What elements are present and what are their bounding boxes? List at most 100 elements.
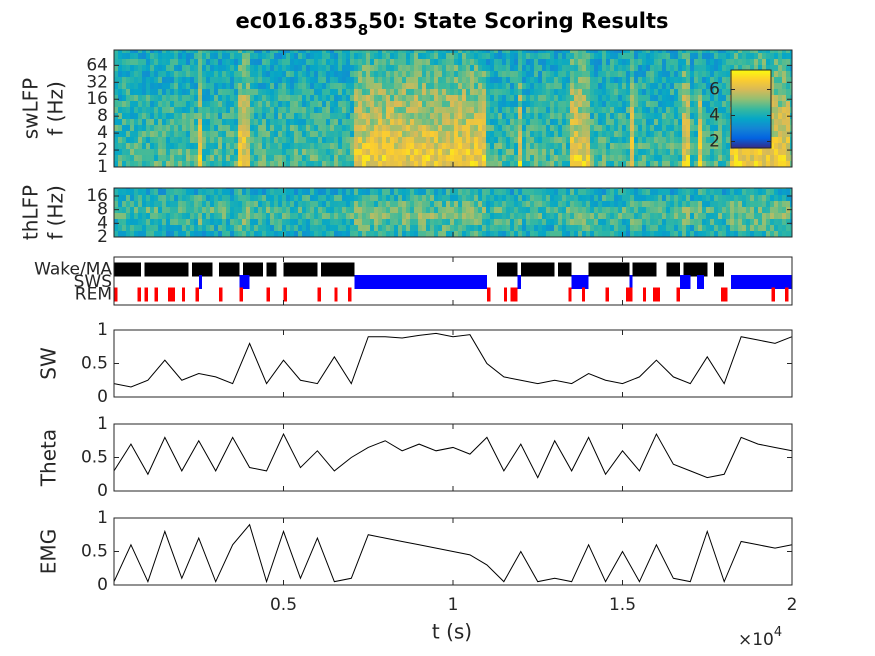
spectrogram-cell (210, 101, 214, 107)
spectrogram-cell (354, 231, 358, 237)
spectrogram-cell (190, 137, 194, 143)
spectrogram-cell (146, 107, 150, 113)
spectrogram-cell (486, 71, 490, 77)
spectrogram-cell (626, 201, 630, 207)
spectrogram-cell (458, 231, 462, 237)
spectrogram-cell (346, 89, 350, 95)
spectrogram-cell (342, 71, 346, 77)
spectrogram-cell (578, 219, 582, 225)
spectrogram-cell (542, 201, 546, 207)
spectrogram-cell (398, 119, 402, 125)
spectrogram-cell (606, 195, 610, 201)
spectrogram-cell (158, 53, 162, 59)
spectrogram-cell (182, 131, 186, 137)
spectrogram-cell (446, 189, 450, 195)
spectrogram-cell (378, 83, 382, 89)
spectrogram-cell (442, 131, 446, 137)
spectrogram-cell (342, 50, 346, 53)
spectrogram-cell (714, 119, 718, 125)
spectrogram-cell (286, 137, 290, 143)
spectrogram-cell (526, 149, 530, 155)
spectrogram-cell (386, 119, 390, 125)
spectrogram-cell (318, 125, 322, 131)
spectrogram-cell (178, 219, 182, 225)
spectrogram-cell (114, 149, 118, 155)
spectrogram-cell (282, 113, 286, 119)
spectrogram-cell (134, 50, 138, 53)
spectrogram-cell (754, 219, 758, 225)
spectrogram-cell (594, 137, 598, 143)
spectrogram-cell (714, 131, 718, 137)
spectrogram-cell (578, 101, 582, 107)
spectrogram-cell (214, 95, 218, 101)
spectrogram-cell (334, 225, 338, 231)
spectrogram-cell (342, 113, 346, 119)
spectrogram-cell (618, 149, 622, 155)
spectrogram-cell (462, 101, 466, 107)
spectrogram-cell (714, 83, 718, 89)
spectrogram-cell (410, 53, 414, 59)
spectrogram-cell (258, 50, 262, 53)
spectrogram-cell (618, 59, 622, 65)
spectrogram-cell (338, 149, 342, 155)
spectrogram-cell (622, 50, 626, 53)
spectrogram-cell (602, 231, 606, 237)
spectrogram-cell (578, 143, 582, 149)
spectrogram-cell (186, 77, 190, 83)
spectrogram-cell (778, 155, 782, 161)
spectrogram-cell (342, 231, 346, 237)
spectrogram-cell (318, 201, 322, 207)
spectrogram-cell (778, 59, 782, 65)
spectrogram-cell (194, 119, 198, 125)
spectrogram-cell (126, 119, 130, 125)
spectrogram-cell (558, 83, 562, 89)
spectrogram-cell (434, 137, 438, 143)
spectrogram-cell (650, 219, 654, 225)
spectrogram-cell (634, 65, 638, 71)
spectrogram-cell (222, 77, 226, 83)
spectrogram-cell (354, 125, 358, 131)
spectrogram-cell (498, 113, 502, 119)
spectrogram-cell (610, 195, 614, 201)
spectrogram-cell (514, 207, 518, 213)
spectrogram-cell (622, 101, 626, 107)
spectrogram-cell (546, 155, 550, 161)
spectrogram-cell (142, 195, 146, 201)
spectrogram-cell (150, 155, 154, 161)
spectrogram-cell (226, 119, 230, 125)
spectrogram-cell (598, 101, 602, 107)
spectrogram-cell (194, 219, 198, 225)
spectrogram-cell (378, 143, 382, 149)
spectrogram-cell (386, 195, 390, 201)
spectrogram-cell (406, 137, 410, 143)
spectrogram-cell (238, 107, 242, 113)
spectrogram-cell (498, 89, 502, 95)
spectrogram-cell (190, 95, 194, 101)
spectrogram-cell (306, 195, 310, 201)
spectrogram-cell (194, 77, 198, 83)
spectrogram-cell (738, 213, 742, 219)
spectrogram-cell (586, 219, 590, 225)
spectrogram-cell (478, 231, 482, 237)
spectrogram-cell (298, 113, 302, 119)
spectrogram-cell (270, 231, 274, 237)
spectrogram-cell (370, 113, 374, 119)
y-tick-label: 32 (86, 72, 108, 92)
spectrogram-cell (778, 195, 782, 201)
spectrogram-cell (558, 155, 562, 161)
spectrogram-cell (354, 161, 358, 167)
spectrogram-cell (422, 89, 426, 95)
spectrogram-cell (774, 101, 778, 107)
spectrogram-cell (454, 143, 458, 149)
spectrogram-cell (598, 125, 602, 131)
spectrogram-cell (390, 101, 394, 107)
spectrogram-cell (654, 225, 658, 231)
spectrogram-cell (706, 53, 710, 59)
spectrogram-cell (570, 195, 574, 201)
spectrogram-cell (226, 231, 230, 237)
spectrogram-cell (310, 189, 314, 195)
spectrogram-cell (678, 95, 682, 101)
spectrogram-cell (626, 107, 630, 113)
spectrogram-cell (286, 149, 290, 155)
